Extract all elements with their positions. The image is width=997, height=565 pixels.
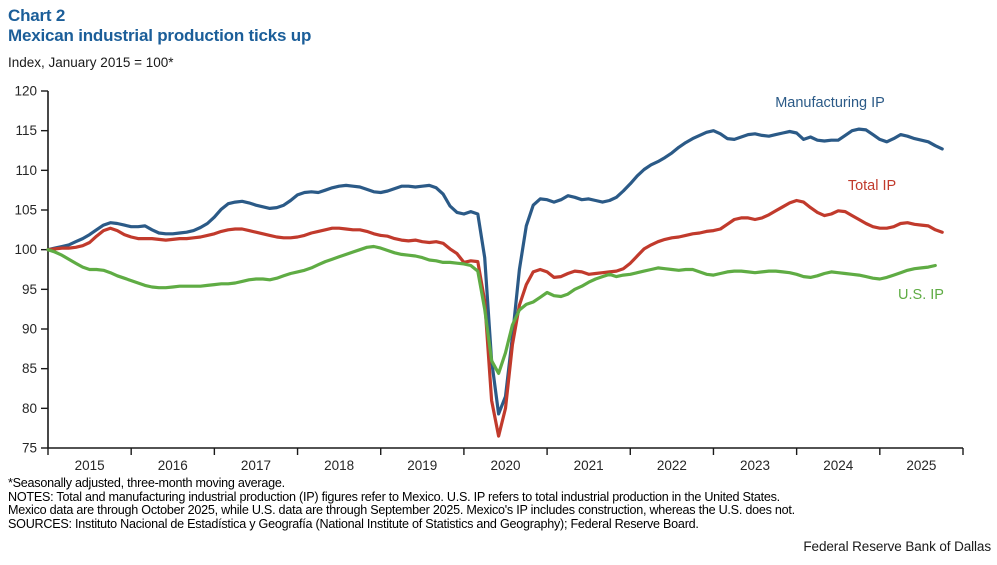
series-line-total-ip bbox=[46, 198, 944, 438]
y-axis-tick-label: 90 bbox=[22, 322, 37, 337]
attribution: Federal Reserve Bank of Dallas bbox=[803, 539, 991, 554]
x-axis-year-label: 2015 bbox=[75, 458, 105, 473]
x-axis-year-label: 2021 bbox=[574, 458, 604, 473]
y-axis-tick-label: 75 bbox=[22, 441, 37, 456]
x-axis-year-label: 2019 bbox=[407, 458, 437, 473]
series-line-u-s-ip bbox=[46, 244, 937, 375]
y-axis-tick-label: 110 bbox=[15, 163, 37, 178]
y-axis-tick-label: 100 bbox=[14, 242, 37, 257]
x-axis-year-label: 2023 bbox=[740, 458, 770, 473]
x-axis-year-label: 2018 bbox=[324, 458, 354, 473]
y-axis-tick-label: 105 bbox=[14, 203, 37, 218]
x-axis-year-label: 2017 bbox=[241, 458, 271, 473]
x-axis-year-label: 2024 bbox=[823, 458, 854, 473]
footnote-sources: SOURCES: Instituto Nacional de Estadísti… bbox=[8, 516, 699, 531]
axes: 75 80 85 90 95 100 105 110 115 120 2015 2016 2017 201… bbox=[14, 84, 964, 473]
page-title: Mexican industrial production ticks up bbox=[8, 26, 312, 45]
x-axis-year-label: 2025 bbox=[906, 458, 936, 473]
y-axis-tick-label: 120 bbox=[14, 84, 37, 99]
x-axis-year-label: 2022 bbox=[657, 458, 687, 473]
series-line-manufacturing-ip bbox=[46, 127, 944, 416]
y-axis-tick-label: 80 bbox=[22, 401, 37, 416]
y-axis-tick-label: 85 bbox=[22, 361, 37, 376]
series-label-total-ip: Total IP bbox=[848, 178, 896, 194]
x-axis-year-label: 2016 bbox=[158, 458, 188, 473]
series-label-manufacturing-ip: Manufacturing IP bbox=[775, 95, 885, 111]
x-axis-year-label: 2020 bbox=[490, 458, 520, 473]
y-axis-tick-label: 115 bbox=[15, 123, 37, 138]
axis-unit-label: Index, January 2015 = 100* bbox=[8, 55, 174, 70]
series-lines bbox=[46, 127, 944, 438]
series-label-us-ip: U.S. IP bbox=[898, 287, 944, 303]
footnote-notes-2: Mexico data are through October 2025, wh… bbox=[8, 503, 795, 518]
title-block: Chart 2 Mexican industrial production ti… bbox=[8, 6, 311, 46]
y-axis-tick-label: 95 bbox=[22, 282, 37, 297]
footnote-asterisk: *Seasonally adjusted, three-month moving… bbox=[8, 476, 285, 490]
footnotes: *Seasonally adjusted, three-month moving… bbox=[8, 476, 795, 531]
footnote-notes-1: NOTES: Total and manufacturing industria… bbox=[8, 489, 780, 504]
chart-number: Chart 2 bbox=[8, 6, 66, 25]
